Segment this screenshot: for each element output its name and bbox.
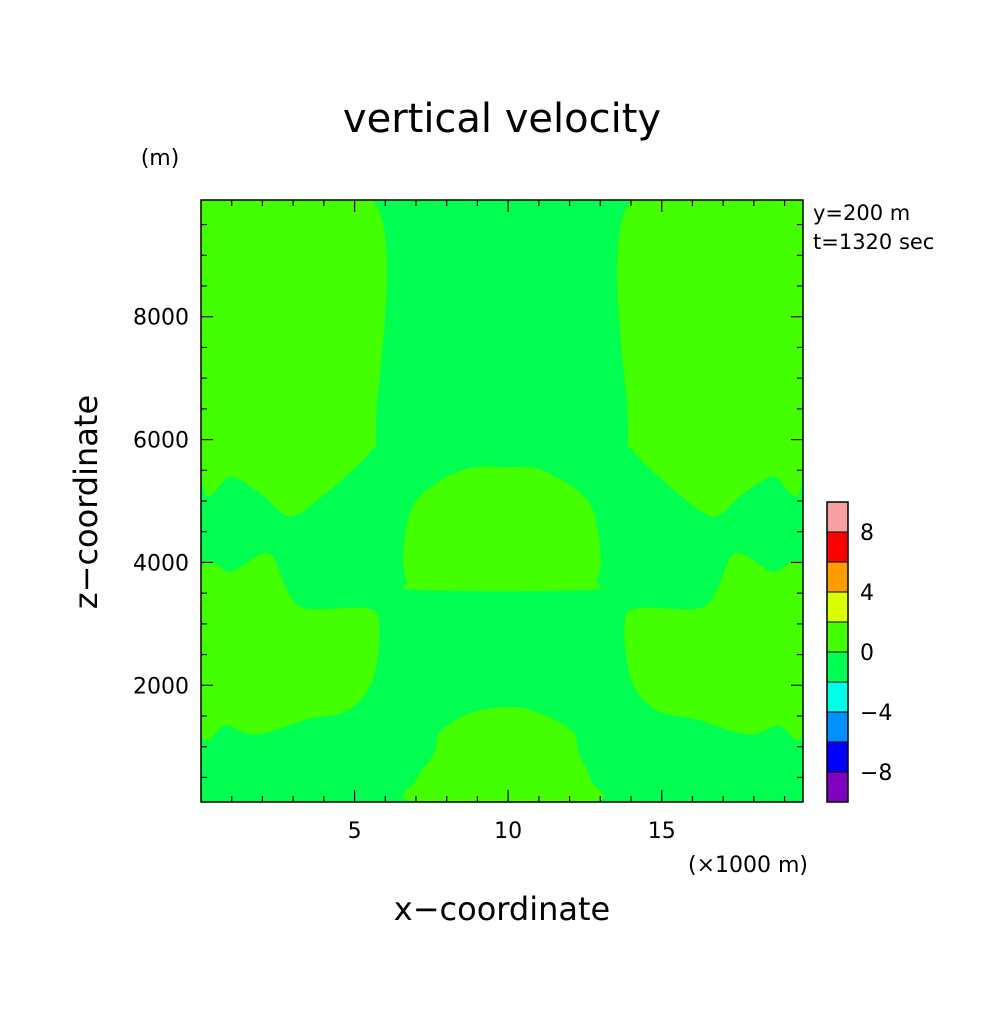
- annotation-y: y=200 m: [813, 201, 910, 225]
- y-tick-label: 4000: [133, 551, 189, 576]
- colorbar-bin: [826, 651, 849, 683]
- y-axis-unit: (m): [141, 146, 180, 171]
- x-axis-unit: (×1000 m): [688, 853, 808, 878]
- colorbar-tick-label: 8: [860, 521, 874, 546]
- colorbar: 8 4 0 −4 −8: [826, 501, 892, 803]
- y-tick-label: 6000: [133, 429, 189, 454]
- colorbar-bin: [826, 501, 849, 533]
- colorbar-bin: [826, 711, 849, 743]
- colorbar-tick-label: 4: [860, 581, 874, 606]
- x-axis-label: x−coordinate: [394, 890, 610, 928]
- contour-region-2: [617, 200, 803, 517]
- colorbar-tick-label: −8: [860, 761, 892, 786]
- axes: 5 10 15 2000 4000 6000 8000: [133, 199, 804, 844]
- y-axis-label: z−coordinate: [67, 395, 105, 609]
- contour-region-1: [201, 200, 387, 517]
- colorbar-tick-label: −4: [860, 701, 892, 726]
- y-tick-label: 2000: [133, 674, 189, 699]
- contour-region-3: [201, 552, 380, 742]
- y-tick-label: 8000: [133, 306, 189, 331]
- plot-area: [201, 200, 803, 802]
- x-tick-label: 10: [494, 819, 522, 844]
- colorbar-frame: [826, 501, 849, 803]
- contour-region-6: [402, 706, 605, 802]
- colorbar-bin: [826, 531, 849, 563]
- contour-region-5: [402, 466, 602, 592]
- colorbar-bin: [826, 591, 849, 623]
- colorbar-bin: [826, 681, 849, 713]
- x-tick-label: 5: [348, 819, 362, 844]
- colorbar-tick-label: 0: [860, 641, 874, 666]
- colorbar-bin: [826, 741, 849, 773]
- colorbar-bin: [826, 621, 849, 653]
- x-tick-label: 15: [648, 819, 676, 844]
- annotation-t: t=1320 sec: [813, 230, 934, 254]
- contour-region-4: [624, 552, 803, 742]
- colorbar-bin: [826, 561, 849, 593]
- colorbar-bin: [826, 771, 849, 803]
- contour-regions: [201, 200, 803, 802]
- chart-title: vertical velocity: [343, 96, 661, 142]
